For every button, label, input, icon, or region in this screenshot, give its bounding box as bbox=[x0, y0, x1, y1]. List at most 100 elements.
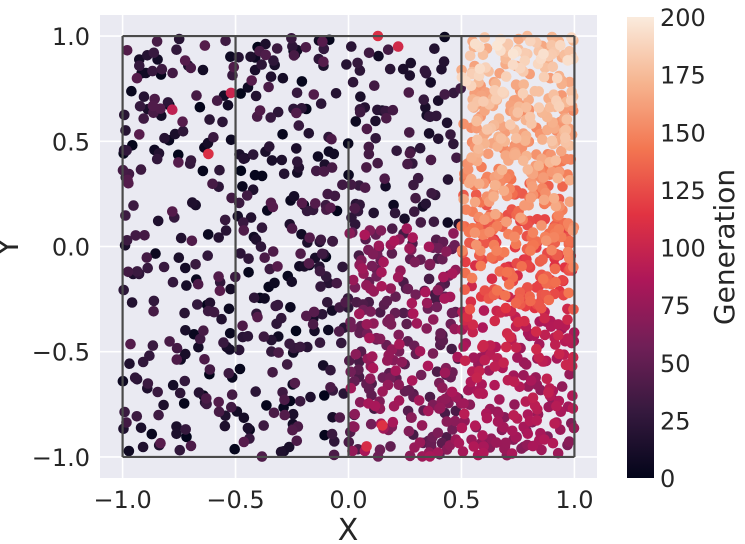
scatter-point bbox=[389, 207, 401, 219]
scatter-point bbox=[294, 341, 306, 353]
scatter-point bbox=[527, 440, 539, 452]
scatter-point bbox=[330, 88, 342, 99]
scatter-point bbox=[304, 232, 316, 243]
scatter-point bbox=[525, 295, 536, 307]
scatter-point bbox=[150, 248, 161, 259]
scatter-point bbox=[198, 325, 209, 337]
scatter-point bbox=[223, 303, 235, 315]
scatter-point bbox=[425, 77, 437, 88]
scatter-point bbox=[308, 306, 320, 318]
scatter-point bbox=[294, 396, 306, 407]
scatter-point bbox=[180, 424, 191, 435]
scatter-point bbox=[308, 89, 320, 100]
scatter-point bbox=[369, 400, 381, 412]
scatter-point bbox=[410, 289, 422, 301]
scatter-point bbox=[373, 50, 384, 62]
scatter-point bbox=[406, 375, 418, 386]
scatter-point bbox=[171, 421, 182, 432]
scatter-point bbox=[345, 366, 357, 378]
scatter-point bbox=[432, 427, 444, 439]
scatter-point bbox=[141, 252, 153, 263]
scatter-point bbox=[296, 76, 308, 87]
scatter-point bbox=[522, 428, 534, 440]
scatter-point bbox=[447, 268, 458, 279]
scatter-point bbox=[237, 320, 248, 332]
scatter-point bbox=[275, 446, 287, 458]
scatter-point bbox=[314, 337, 326, 349]
scatter-point bbox=[265, 112, 277, 123]
scatter-point bbox=[387, 104, 399, 116]
colorbar-tick-label: 150 bbox=[660, 119, 706, 147]
scatter-point bbox=[509, 231, 520, 243]
scatter-point bbox=[225, 87, 237, 99]
scatter-point bbox=[536, 220, 547, 231]
colorbar-gradient bbox=[627, 17, 654, 478]
scatter-point bbox=[432, 95, 444, 106]
scatter-point bbox=[479, 354, 491, 366]
scatter-point bbox=[277, 72, 289, 84]
scatter-point bbox=[243, 267, 254, 278]
scatter-point bbox=[347, 76, 359, 88]
scatter-point bbox=[193, 387, 205, 398]
scatter-point bbox=[446, 386, 458, 398]
scatter-point bbox=[151, 36, 163, 47]
scatter-point bbox=[503, 279, 515, 290]
scatter-point bbox=[261, 400, 272, 411]
scatter-point bbox=[291, 435, 303, 447]
scatter-point bbox=[363, 47, 375, 59]
scatter-point bbox=[460, 204, 472, 215]
scatter-point bbox=[490, 93, 502, 105]
scatter-point bbox=[296, 197, 308, 209]
scatter-point bbox=[401, 223, 413, 234]
scatter-point bbox=[555, 40, 566, 51]
scatter-point bbox=[235, 165, 247, 177]
scatter-point bbox=[458, 398, 469, 409]
scatter-point bbox=[148, 306, 159, 317]
scatter-point bbox=[518, 79, 529, 90]
scatter-point bbox=[507, 48, 519, 60]
scatter-point bbox=[401, 318, 413, 330]
scatter-point bbox=[301, 205, 313, 217]
scatter-point bbox=[510, 342, 522, 353]
scatter-point bbox=[525, 245, 536, 256]
scatter-point bbox=[458, 194, 470, 205]
scatter-point bbox=[564, 369, 575, 380]
scatter-point bbox=[131, 266, 143, 277]
scatter-point bbox=[217, 116, 228, 128]
scatter-point bbox=[211, 95, 223, 106]
scatter-point bbox=[439, 89, 451, 100]
scatter-point bbox=[167, 276, 179, 288]
scatter-point bbox=[491, 245, 503, 256]
scatter-point bbox=[181, 280, 192, 291]
scatter-point bbox=[175, 232, 187, 244]
scatter-point bbox=[420, 198, 432, 210]
scatter-point bbox=[331, 277, 343, 289]
scatter-point bbox=[521, 102, 532, 113]
scatter-point bbox=[415, 369, 427, 381]
scatter-point bbox=[365, 306, 376, 317]
scatter-point bbox=[147, 340, 159, 351]
scatter-point bbox=[291, 87, 303, 99]
scatter-point bbox=[276, 154, 288, 166]
scatter-point bbox=[385, 441, 396, 452]
scatter-point bbox=[180, 348, 191, 360]
scatter-point bbox=[522, 282, 533, 293]
scatter-point bbox=[185, 440, 197, 452]
scatter-point bbox=[543, 294, 555, 306]
scatter-point bbox=[515, 212, 526, 224]
scatter-point bbox=[478, 339, 489, 351]
scatter-point bbox=[131, 72, 143, 84]
scatter-point bbox=[513, 316, 524, 328]
scatter-point bbox=[431, 366, 443, 378]
scatter-point bbox=[290, 325, 302, 337]
scatter-point bbox=[547, 437, 559, 449]
scatter-point bbox=[377, 372, 389, 383]
scatter-point bbox=[192, 278, 204, 290]
scatter-point bbox=[241, 190, 253, 201]
colorbar-tick-label: 200 bbox=[660, 4, 706, 32]
scatter-point bbox=[402, 158, 413, 170]
scatter-point bbox=[219, 214, 231, 226]
scatter-point bbox=[171, 44, 182, 55]
scatter-point bbox=[392, 271, 404, 283]
scatter-point bbox=[365, 418, 377, 430]
